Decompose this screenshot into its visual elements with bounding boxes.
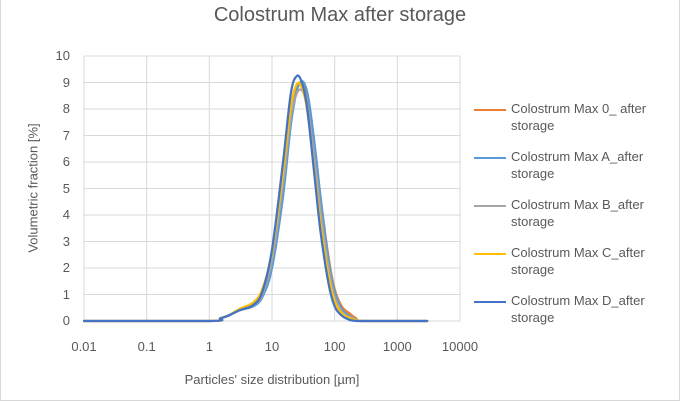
legend: Colostrum Max 0_ after storage Colostrum … <box>474 100 674 340</box>
series-line <box>82 74 429 323</box>
legend-label: Colostrum Max A_after storage <box>511 149 644 181</box>
x-tick-label: 0.1 <box>137 339 156 354</box>
gridlines <box>83 55 461 322</box>
y-tick-label: 4 <box>62 207 70 222</box>
y-tick-label: 1 <box>62 286 70 302</box>
series-line <box>82 80 429 323</box>
legend-label: Colostrum Max B_after storage <box>511 197 644 229</box>
series-line <box>82 81 429 323</box>
y-tick-label: 8 <box>62 101 70 116</box>
legend-item: Colostrum Max D_after storage <box>474 292 674 340</box>
legend-swatch <box>474 157 506 159</box>
legend-item: Colostrum Max B_after storage <box>474 196 674 244</box>
legend-label: Colostrum Max C_after storage <box>511 245 645 277</box>
y-tick-label: 7 <box>62 127 70 143</box>
data-series <box>82 74 429 323</box>
legend-item: Colostrum Max C_after storage <box>474 244 674 292</box>
legend-swatch <box>474 301 506 303</box>
x-tick-label: 10000 <box>441 339 479 354</box>
legend-label: Colostrum Max 0_ after storage <box>511 101 647 133</box>
chart-title: Colostrum Max after storage <box>213 4 467 26</box>
series-line <box>82 88 429 323</box>
legend-swatch <box>474 253 506 255</box>
y-axis-label: Volumetric fraction [%] <box>25 123 41 253</box>
x-tick-label: 0.01 <box>71 339 97 354</box>
x-tick-label: 1 <box>205 339 213 354</box>
legend-item: Colostrum Max A_after storage <box>474 148 674 196</box>
y-tick-label: 0 <box>62 313 70 328</box>
x-tick-label: 1000 <box>382 339 412 354</box>
x-axis-label: Particles' size distribution [µm] <box>184 372 360 387</box>
legend-swatch <box>474 109 506 111</box>
y-tick-label: 9 <box>62 74 70 90</box>
legend-label: Colostrum Max D_after storage <box>511 293 645 325</box>
y-tick-label: 5 <box>62 180 70 196</box>
y-tick-label: 3 <box>62 233 70 249</box>
x-tick-label: 100 <box>323 339 346 354</box>
y-tick-label: 10 <box>55 48 70 63</box>
legend-item: Colostrum Max 0_ after storage <box>474 100 674 148</box>
legend-swatch <box>474 205 506 207</box>
series-line <box>82 81 429 323</box>
y-tick-label: 2 <box>62 260 70 275</box>
y-tick-label: 6 <box>62 154 70 169</box>
x-tick-label: 10 <box>264 339 280 354</box>
